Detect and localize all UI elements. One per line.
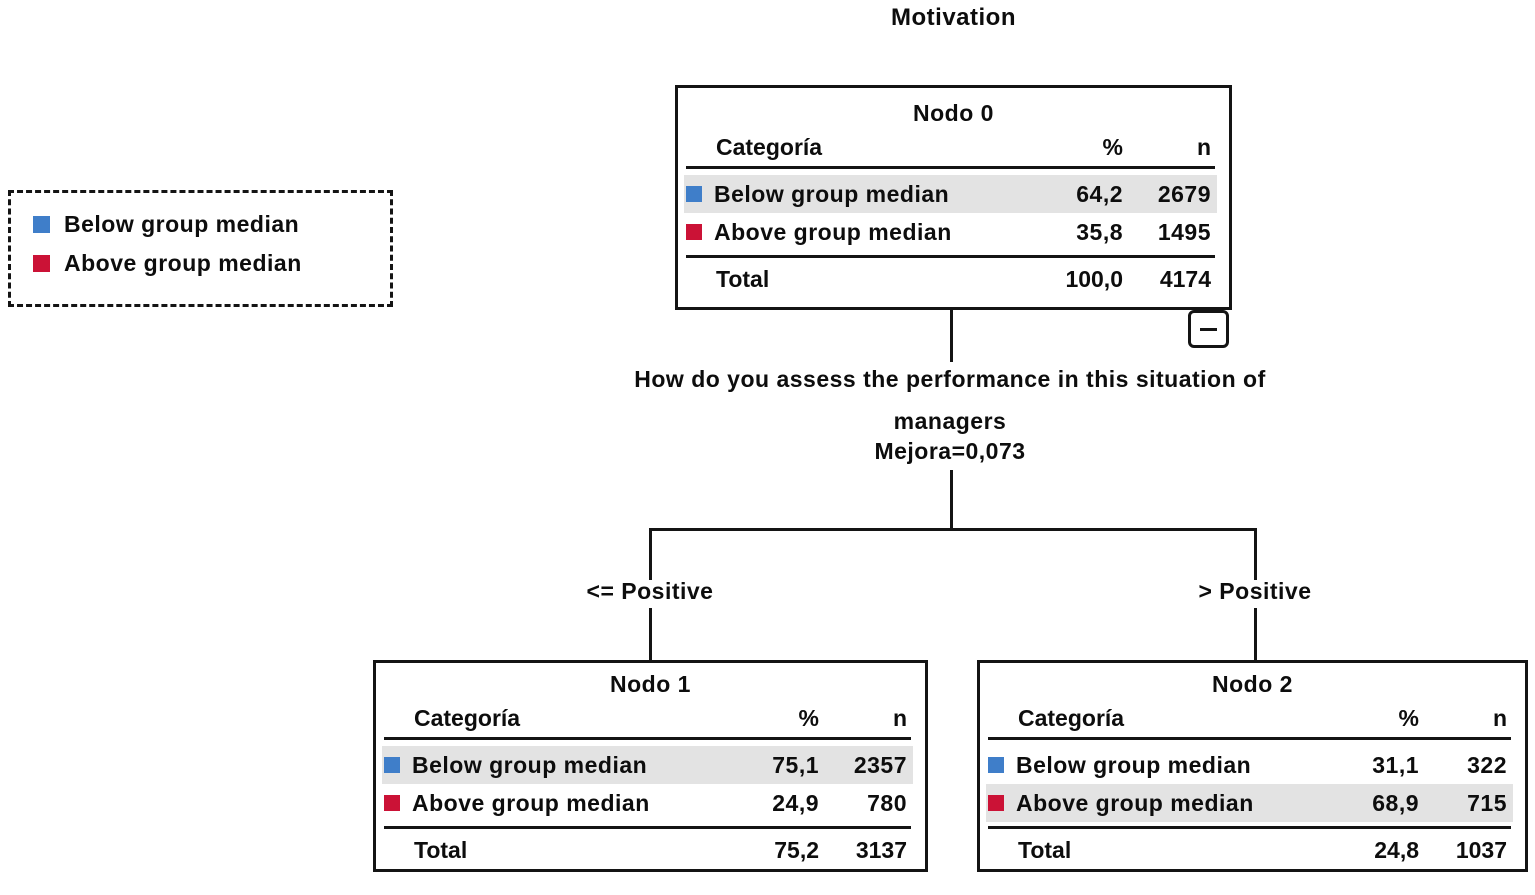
connector-root-down [950,310,953,362]
percent-cell: 24,9 [772,789,819,816]
count-cell: 2357 [853,751,907,778]
total-row: Total 100,0 4174 [684,258,1217,300]
below-median-color-swatch-icon [33,215,50,233]
above-median-color-swatch-icon [988,795,1004,811]
percent-cell: 75,1 [772,751,819,778]
connector-left-lower [649,608,652,660]
category-row: Above group median 35,8 1495 [684,213,1217,251]
above-median-color-swatch-icon [384,795,400,811]
category-row: Below group median 64,2 2679 [684,175,1217,213]
tree-title: Motivation [891,4,1016,31]
total-count-cell: 3137 [855,836,907,863]
total-label: Total [414,836,468,863]
category-cell: Below group median [412,751,648,778]
node-title: Nodo 0 [913,100,994,126]
split-question-line1: How do you assess the performance in thi… [634,366,1266,392]
percent-cell: 64,2 [1076,180,1123,207]
percent-header: % [798,705,819,731]
total-row: Total 75,2 3137 [382,829,913,871]
category-cell: Above group median [412,789,650,816]
count-cell: 1495 [1157,218,1211,245]
collapse-node-button[interactable] [1188,310,1229,348]
node-table: Categoría % n Below group median 64,2 26… [684,126,1217,300]
count-cell: 322 [1467,751,1507,778]
percent-cell: 31,1 [1372,751,1419,778]
split-improvement: Mejora=0,073 [874,438,1026,464]
category-cell: Below group median [1016,751,1252,778]
above-median-color-swatch-icon [33,254,50,272]
node-box-0: Nodo 0 Categoría % n Below group median … [675,85,1232,310]
header-rule [686,166,1215,169]
category-row: Above group median 68,9 715 [986,784,1513,822]
split-question-line2: managers [893,408,1007,434]
total-percent-cell: 100,0 [1065,265,1123,292]
percent-cell: 68,9 [1372,789,1419,816]
count-cell: 715 [1467,789,1507,816]
count-header: n [1196,134,1211,160]
below-median-color-swatch-icon [988,757,1004,773]
below-median-color-swatch-icon [384,757,400,773]
count-header: n [1492,705,1507,731]
total-rule [384,826,911,829]
total-rule [686,255,1215,258]
table-header-row: Categoría % n [382,697,913,737]
header-rule [988,737,1511,740]
total-row: Total 24,8 1037 [986,829,1513,871]
branch-label-left: <= Positive [586,578,714,604]
connector-right-lower [1254,608,1257,660]
percent-header: % [1102,134,1123,160]
table-header-row: Categoría % n [684,126,1217,166]
connector-right-upper [1254,528,1257,580]
node-box-1: Nodo 1 Categoría % n Below group median … [373,660,928,872]
below-median-color-swatch-icon [686,186,702,202]
count-header: n [892,705,907,731]
count-cell: 780 [867,789,907,816]
category-row: Below group median 75,1 2357 [382,746,913,784]
total-label: Total [1018,836,1072,863]
total-percent-cell: 24,8 [1374,836,1419,863]
node-title: Nodo 1 [610,671,691,697]
category-cell: Above group median [714,218,952,245]
branch-label-right: > Positive [1198,578,1312,604]
table-header-row: Categoría % n [986,697,1513,737]
minus-icon [1200,327,1217,331]
category-row: Above group median 24,9 780 [382,784,913,822]
category-cell: Below group median [714,180,950,207]
count-cell: 2679 [1157,180,1211,207]
node-table: Categoría % n Below group median 75,1 23… [382,697,913,871]
node-table: Categoría % n Below group median 31,1 32… [986,697,1513,871]
total-percent-cell: 75,2 [774,836,819,863]
connector-left-upper [649,528,652,580]
total-count-cell: 4174 [1159,265,1211,292]
legend-label: Above group median [64,249,302,276]
legend-item-above: Above group median [33,248,390,278]
connector-horizontal [649,528,1257,531]
category-cell: Above group median [1016,789,1254,816]
total-label: Total [716,265,770,292]
percent-header: % [1398,705,1419,731]
split-question: How do you assess the performance in thi… [475,364,1425,466]
category-header: Categoría [1018,705,1125,731]
legend: Below group median Above group median [8,190,393,307]
total-count-cell: 1037 [1455,836,1507,863]
category-header: Categoría [414,705,521,731]
legend-label: Below group median [64,210,300,237]
above-median-color-swatch-icon [686,224,702,240]
percent-cell: 35,8 [1076,218,1123,245]
total-rule [988,826,1511,829]
node-title: Nodo 2 [1212,671,1293,697]
node-box-2: Nodo 2 Categoría % n Below group median … [977,660,1528,872]
header-rule [384,737,911,740]
legend-item-below: Below group median [33,209,390,239]
connector-question-down [950,470,953,528]
category-row: Below group median 31,1 322 [986,746,1513,784]
category-header: Categoría [716,134,823,160]
